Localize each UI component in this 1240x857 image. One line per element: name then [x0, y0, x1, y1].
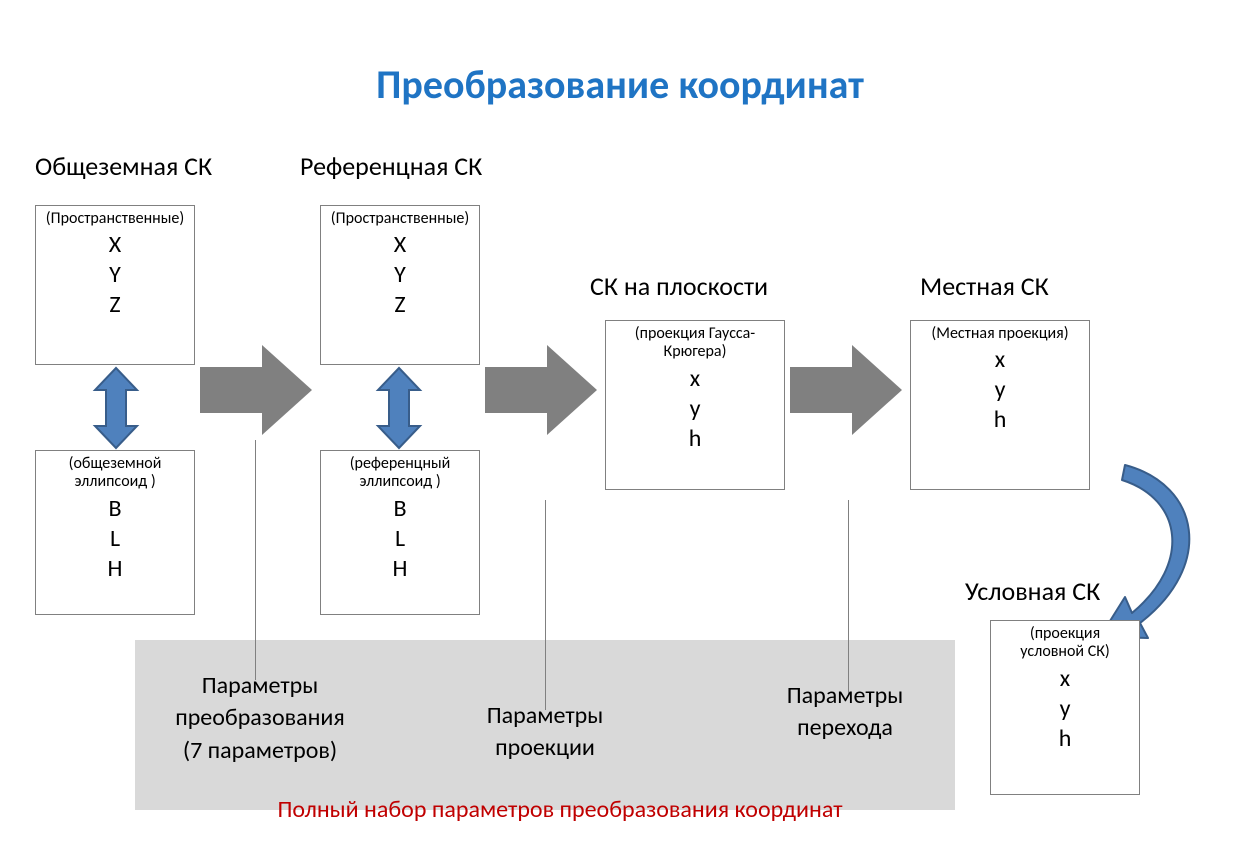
box-c1-top-coords: XYZ [36, 228, 194, 328]
arrow-gray-3 [790, 345, 902, 435]
box-c3-coords: xyh [606, 362, 784, 462]
vline-1 [255, 440, 256, 680]
box-c1-top-subtitle: (Пространственные) [36, 206, 194, 228]
box-c1-bottom-subtitle: (общеземной эллипсоид ) [36, 451, 194, 492]
box-c3: (проекция Гаусса-Крюгера) xyh [605, 320, 785, 490]
box-c2-top: (Пространственные) XYZ [320, 205, 480, 365]
box-c2-bottom-coords: BLH [321, 492, 479, 592]
box-c1-bottom-coords: BLH [36, 492, 194, 592]
params-label-1: Параметры преобразования(7 параметров) [140, 670, 380, 767]
box-c2-top-coords: XYZ [321, 228, 479, 328]
box-c3-subtitle: (проекция Гаусса-Крюгера) [606, 321, 784, 362]
box-c4: (Местная проекция) xyh [910, 320, 1090, 490]
bidir-arrow-2 [378, 368, 420, 448]
box-c2-bottom-subtitle: (референцный эллипсоид ) [321, 451, 479, 492]
box-c2-top-subtitle: (Пространственные) [321, 206, 479, 228]
col-header-1: Общеземная СК [35, 150, 212, 182]
arrow-gray-1 [200, 345, 312, 435]
bidir-arrow-1 [95, 368, 137, 448]
vline-3 [848, 500, 849, 695]
box-c1-top: (Пространственные) XYZ [35, 205, 195, 365]
arrow-gray-2 [485, 345, 597, 435]
box-c1-bottom: (общеземной эллипсоид ) BLH [35, 450, 195, 615]
box-c4-coords: xyh [911, 343, 1089, 443]
box-c5-coords: xyh [991, 662, 1139, 762]
box-c5: (проекция условной СК) xyh [990, 620, 1140, 795]
vline-2 [545, 500, 546, 710]
params-label-2: Параметры проекции [445, 700, 645, 765]
col-header-2: Референцная СК [300, 150, 482, 182]
box-c4-subtitle: (Местная проекция) [911, 321, 1089, 343]
col-header-4: Местная СК [920, 270, 1049, 302]
params-label-3: Параметры перехода [745, 680, 945, 745]
box-c5-subtitle: (проекция условной СК) [991, 621, 1139, 662]
page-title: Преобразование координат [0, 60, 1240, 109]
footer-text: Полный набор параметров преобразования к… [250, 795, 870, 824]
box-c2-bottom: (референцный эллипсоид ) BLH [320, 450, 480, 615]
col-header-3: СК на плоскости [590, 270, 768, 302]
